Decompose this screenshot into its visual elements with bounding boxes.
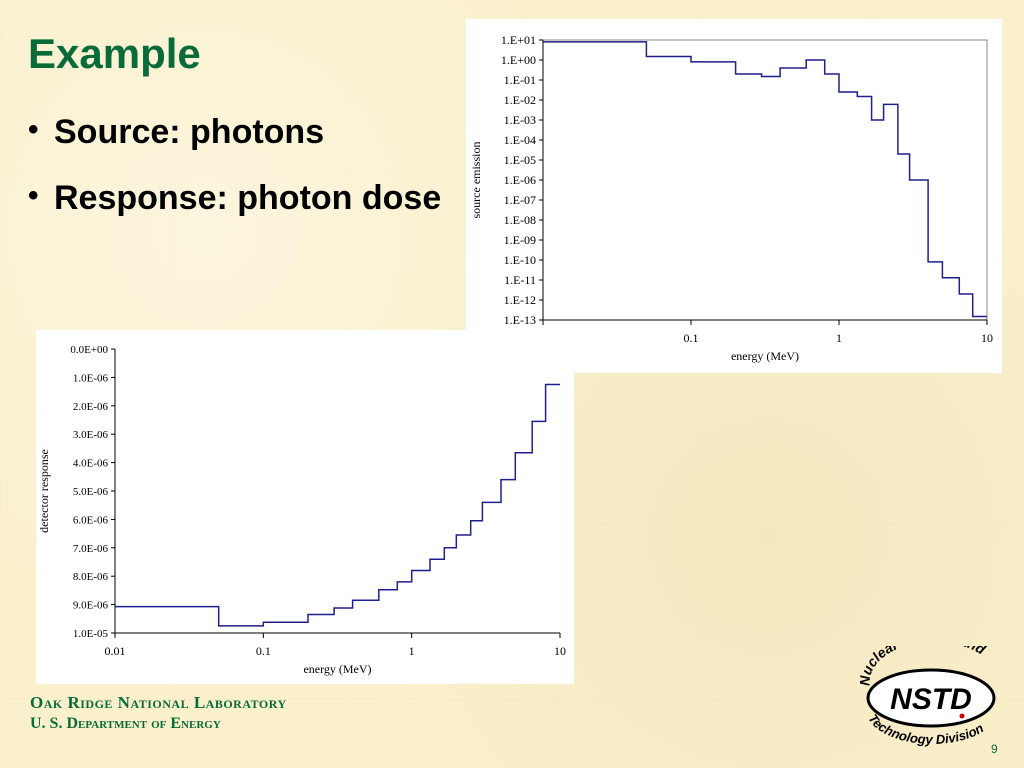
step-series-line [543,41,987,318]
y-tick-label: 1.E-11 [504,273,536,287]
x-tick-label: 1 [409,644,415,658]
y-tick-label: 6.0E-06 [73,514,109,526]
y-tick-label: 1.0E-05 [73,628,109,640]
y-tick-label: 1.E-10 [504,253,536,267]
page-number: 9 [991,742,998,756]
y-tick-label: 7.0E-06 [73,543,109,555]
y-tick-label: 1.E-03 [504,113,536,127]
x-tick-label: 0.1 [684,331,699,345]
y-axis-title: detector response [37,449,51,533]
y-tick-label: 1.E-05 [504,153,536,167]
bullet-dot-icon: • [28,113,39,146]
x-tick-label: 1 [836,331,842,345]
x-axis-title: energy (MeV) [303,662,371,676]
footer-lab-name: Oak Ridge National Laboratory [30,693,287,712]
y-tick-label: 1.E+00 [501,53,536,67]
footer: Oak Ridge National Laboratory U. S. Depa… [30,693,287,733]
y-tick-label: 1.E-01 [504,73,536,87]
nstd-logo: Nuclear Science and NSTD Technology Divi… [858,646,996,747]
y-tick-label: 1.0E-06 [73,372,109,384]
detector-response-chart: 0.0E+00 1.0E-06 2.0E-06 3.0E-06 4.0E-06 5.0E-… [36,330,574,684]
x-tick-label: 0.01 [105,644,126,658]
bullet-text: Source: photons [54,113,325,151]
source-emission-chart: 1.E+01 1.E+00 1.E-01 1.E-02 1.E-03 1.E-04 1.E-… [466,19,1002,373]
y-tick-label: 4.0E-06 [73,458,109,470]
x-tick-label: 10 [981,331,993,345]
slide-title: Example [28,30,201,77]
y-tick-label: 8.0E-06 [73,571,109,583]
y-axis-title: source emission [469,142,483,219]
footer-doe-name: U. S. Department of Energy [30,715,221,732]
y-tick-label: 1.E-08 [504,213,536,227]
y-tick-label: 5.0E-06 [73,486,109,498]
detector-response-chart-svg: 0.0E+00 1.0E-06 2.0E-06 3.0E-06 4.0E-06 5.0E-… [37,344,566,676]
y-tick-label: 1.E-07 [504,193,536,207]
bullet-list: • Source: photons • Response: photon dos… [28,112,448,244]
bullet-text: Response: photon dose [54,179,442,217]
y-tick-label: 1.E-04 [504,133,536,147]
logo-center-text: NSTD [890,683,972,716]
y-tick-label: 2.0E-06 [73,401,109,413]
bullet-item: • Source: photons [28,112,448,152]
source-emission-chart-svg: 1.E+01 1.E+00 1.E-01 1.E-02 1.E-03 1.E-04 1.E-… [469,33,993,363]
x-tick-label: 0.1 [256,644,271,658]
x-axis-title: energy (MeV) [731,349,799,363]
y-tick-label: 0.0E+00 [70,344,108,356]
x-tick-label: 10 [554,644,566,658]
y-tick-label: 9.0E-06 [73,600,109,612]
y-tick-label: 1.E-12 [504,293,536,307]
bullet-item: • Response: photon dose [28,178,448,218]
y-tick-label: 1.E-06 [504,173,536,187]
y-tick-label: 3.0E-06 [73,429,109,441]
step-series-line [115,383,560,627]
y-tick-label: 1.E+01 [501,33,536,47]
y-tick-label: 1.E-09 [504,233,536,247]
y-tick-label: 1.E-13 [504,313,536,327]
bullet-dot-icon: • [28,179,39,212]
y-tick-label: 1.E-02 [504,93,536,107]
